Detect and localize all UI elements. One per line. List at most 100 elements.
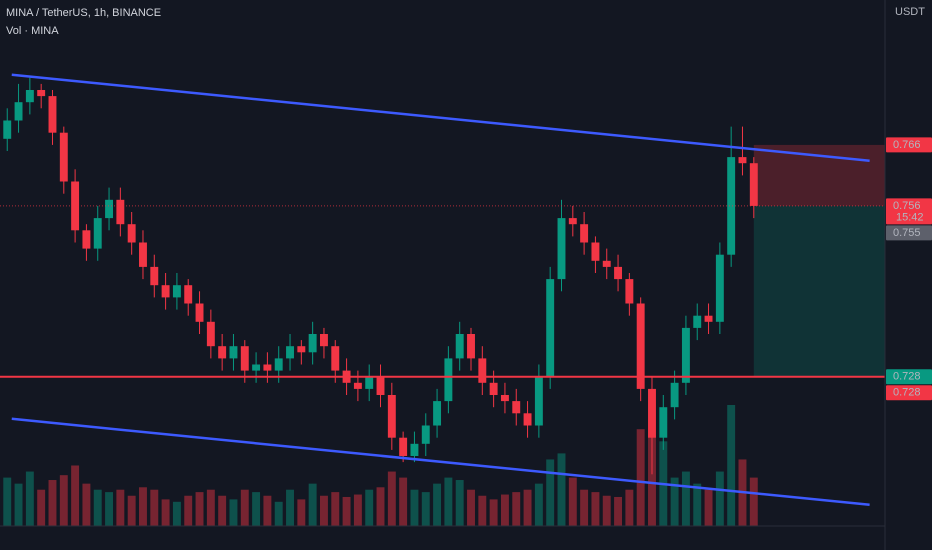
volume-bar xyxy=(727,405,736,526)
volume-bar xyxy=(206,489,215,526)
candle-body xyxy=(489,382,498,395)
candle-body xyxy=(286,346,294,359)
candle-body xyxy=(625,279,634,304)
volume-bar xyxy=(681,471,690,526)
candle-body xyxy=(693,315,702,328)
volume-bar xyxy=(161,499,170,526)
volume-bar xyxy=(25,471,34,526)
candle-body xyxy=(580,224,589,243)
candle-body xyxy=(602,260,611,267)
candle-body xyxy=(25,90,34,103)
volume-bar xyxy=(297,499,306,526)
volume-bar xyxy=(376,487,385,526)
volume-bar xyxy=(625,489,634,526)
volume-bar xyxy=(184,495,193,526)
volume-bar xyxy=(59,475,68,526)
volume-bar xyxy=(331,492,340,526)
volume-bar xyxy=(534,483,543,526)
candle-body xyxy=(659,407,668,438)
volume-bar xyxy=(195,492,204,526)
volume-bar xyxy=(602,495,611,526)
volume-label: Vol · MINA xyxy=(6,25,59,37)
volume-bar xyxy=(82,483,91,526)
currency-label: USDT xyxy=(895,6,925,18)
candle-body xyxy=(399,437,408,456)
candle-body xyxy=(263,364,272,371)
volume-bar xyxy=(749,477,758,526)
candle-body xyxy=(387,395,396,438)
candle-body xyxy=(308,334,317,353)
candle-body xyxy=(82,230,91,249)
candle-body xyxy=(512,401,521,414)
candle-body xyxy=(534,376,543,426)
candle-body xyxy=(523,413,532,426)
volume-bar xyxy=(591,492,600,526)
volume-bar xyxy=(512,492,521,526)
candle-body xyxy=(410,443,419,456)
volume-bar xyxy=(704,489,713,526)
volume-bar xyxy=(410,489,419,526)
candle-body xyxy=(195,303,204,322)
candle-body xyxy=(37,90,46,97)
candle-body xyxy=(331,346,340,371)
volume-bar xyxy=(3,477,12,526)
volume-bar xyxy=(670,477,679,526)
candle-body xyxy=(252,364,261,371)
candle-body xyxy=(444,358,453,402)
volume-bar xyxy=(636,429,645,526)
candle-body xyxy=(670,382,679,408)
volume-bar xyxy=(263,495,272,526)
target-zone xyxy=(753,205,885,377)
volume-bar xyxy=(715,471,724,526)
candle-body xyxy=(727,157,736,255)
trendline xyxy=(11,73,870,163)
candle-body xyxy=(206,321,215,347)
candle-body xyxy=(591,242,600,261)
candle-body xyxy=(433,401,442,426)
volume-bar xyxy=(523,489,532,526)
candle-body xyxy=(376,376,385,395)
candle-body xyxy=(365,376,374,389)
price-tag xyxy=(886,225,932,241)
volume-bar xyxy=(229,499,238,526)
volume-bar xyxy=(421,492,430,526)
countdown: 15:42 xyxy=(896,211,924,223)
candle-body xyxy=(704,315,713,322)
stop-zone xyxy=(753,144,885,206)
volume-bar xyxy=(116,489,125,526)
price-tag xyxy=(886,369,932,385)
volume-bar xyxy=(467,489,475,526)
candle-body xyxy=(48,96,57,133)
candle-body xyxy=(14,102,23,121)
candle-body xyxy=(557,218,566,280)
candle-body xyxy=(715,254,724,322)
price-tag-label: 0.766 xyxy=(893,139,921,151)
candle-body xyxy=(3,120,12,139)
candle-body xyxy=(568,218,577,225)
price-tag-label: 0.756 xyxy=(893,200,921,212)
volume-bar xyxy=(308,483,317,526)
volume-bar xyxy=(455,480,464,526)
candle-body xyxy=(738,157,747,164)
price-tag-label: 0.728 xyxy=(893,371,921,383)
volume-bar xyxy=(489,499,498,526)
candle-body xyxy=(274,358,283,371)
candle-body xyxy=(150,266,159,286)
volume-bar xyxy=(71,465,80,526)
price-tag xyxy=(886,137,932,153)
candle-body xyxy=(749,163,758,206)
price-tag xyxy=(886,385,932,401)
volume-bar xyxy=(478,495,487,526)
volume-bar xyxy=(693,483,702,526)
volume-bar xyxy=(252,492,261,526)
volume-bar xyxy=(365,489,374,526)
volume-bar xyxy=(387,471,396,526)
volume-bar xyxy=(557,453,566,526)
candle-body xyxy=(636,303,645,389)
volume-bar xyxy=(353,494,362,526)
volume-bar xyxy=(240,489,249,526)
volume-bar xyxy=(14,483,23,526)
candle-body xyxy=(93,218,102,249)
volume-bar xyxy=(274,501,283,526)
